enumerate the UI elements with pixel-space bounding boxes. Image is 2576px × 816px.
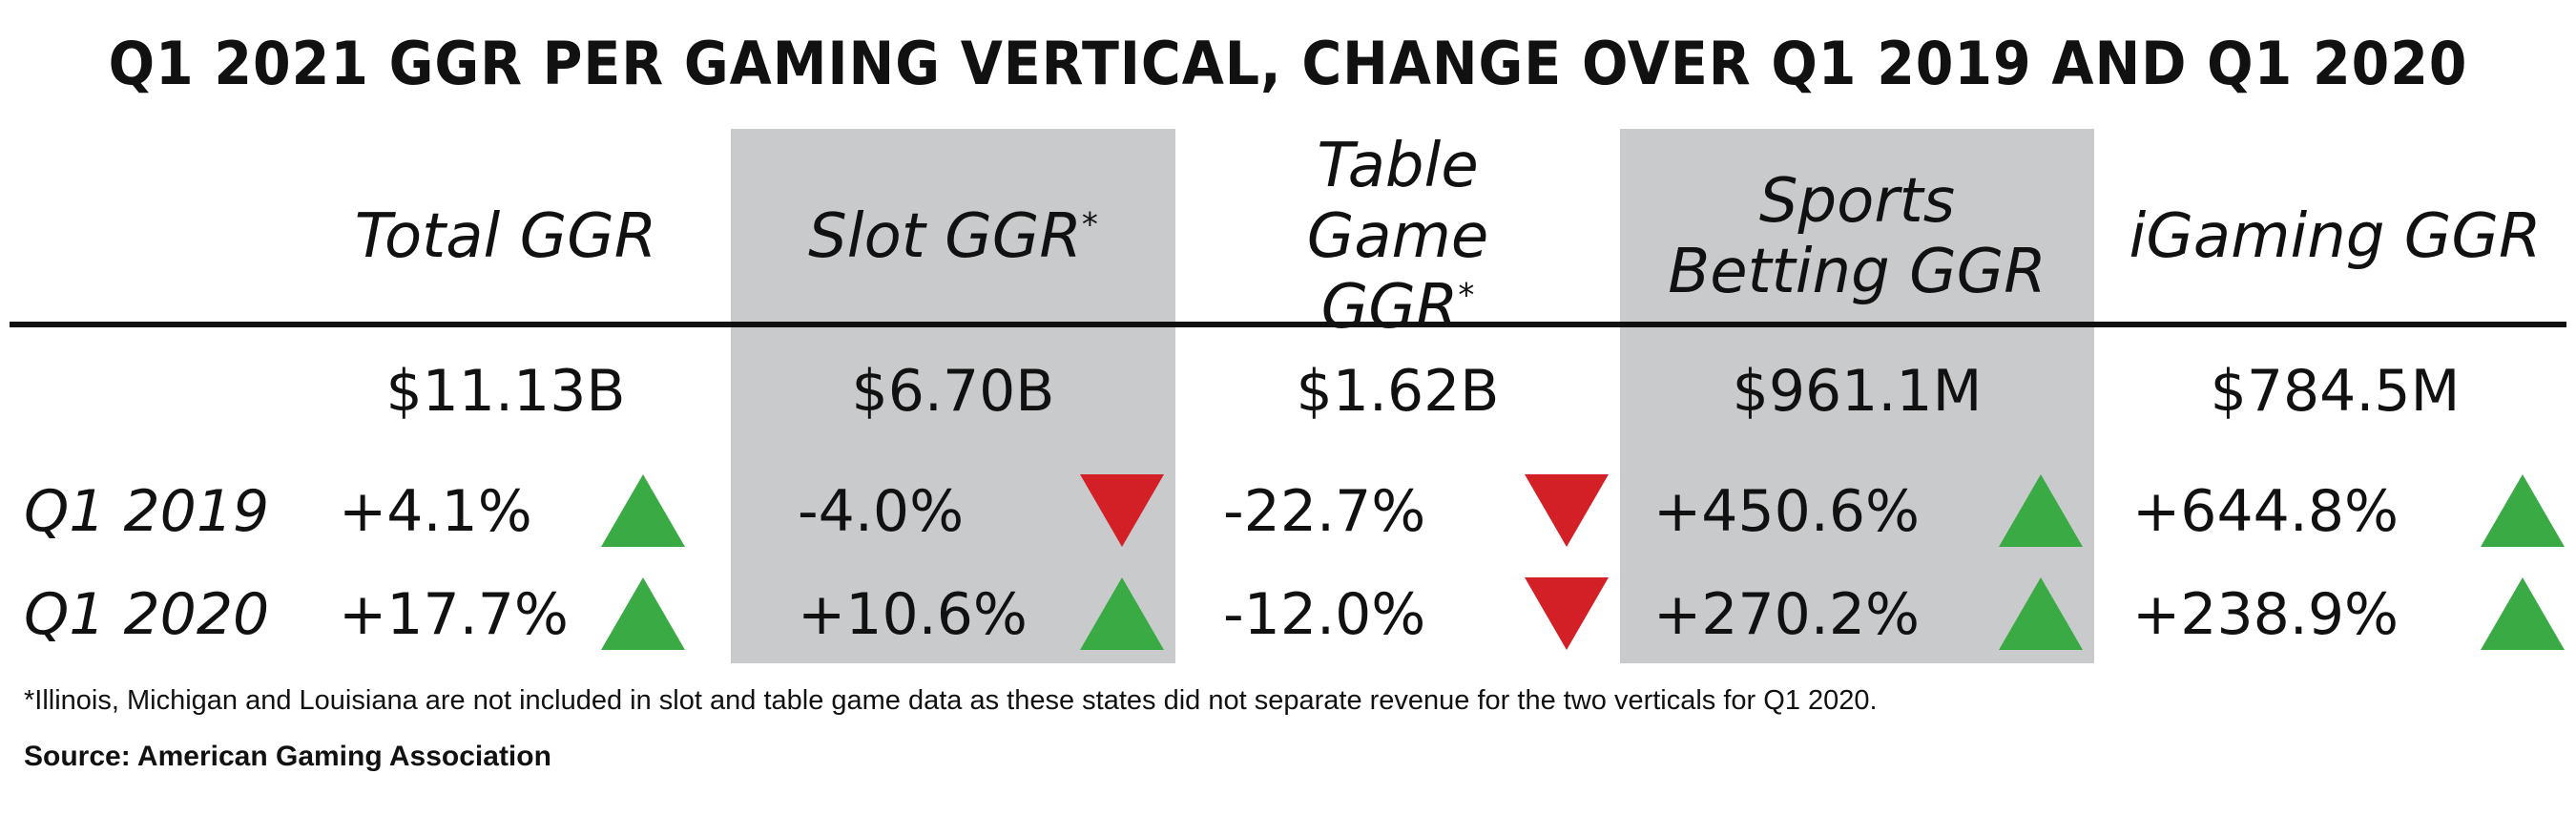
change-value: +4.1%	[339, 478, 532, 545]
row-label: Q1 2020	[24, 581, 270, 648]
column-header-label: Table Game GGR	[1306, 130, 1489, 343]
total-value: $11.13B	[385, 358, 626, 425]
triangle-up-icon	[601, 474, 685, 547]
total-value: $961.1M	[1732, 358, 1983, 425]
change-value: -12.0%	[1223, 581, 1426, 648]
change-value: +238.9%	[2132, 581, 2399, 648]
change-direction-mark	[1999, 577, 2083, 650]
column-band	[731, 129, 1175, 663]
change-direction-mark	[1080, 577, 1164, 650]
triangle-down-icon	[1525, 474, 1609, 547]
footnote-marker: *	[1081, 205, 1098, 244]
footnote-marker: *	[1458, 276, 1475, 315]
column-header: Slot GGR*	[731, 153, 1175, 320]
triangle-down-icon	[1080, 474, 1164, 547]
change-value: -4.0%	[798, 478, 965, 545]
column-header-label: iGaming GGR	[2129, 200, 2542, 272]
change-value: +10.6%	[798, 581, 1028, 648]
column-header-label: Slot GGR	[808, 200, 1082, 272]
change-direction-mark	[1999, 474, 2083, 547]
change-direction-mark	[1525, 474, 1609, 547]
column-header-label: Total GGR	[354, 200, 657, 272]
triangle-down-icon	[1525, 577, 1609, 650]
total-value: $784.5M	[2210, 358, 2461, 425]
footnote: *Illinois, Michigan and Louisiana are no…	[24, 685, 1878, 716]
column-header: Sports Betting GGR	[1620, 153, 2094, 320]
column-header: iGaming GGR	[2094, 153, 2576, 320]
change-direction-mark	[2481, 474, 2565, 547]
change-value: +450.6%	[1653, 478, 1921, 545]
change-direction-mark	[1525, 577, 1609, 650]
column-band	[1620, 129, 2094, 663]
column-header: Total GGR	[315, 153, 696, 320]
row-label: Q1 2019	[24, 478, 270, 545]
change-direction-mark	[601, 474, 685, 547]
source-credit: Source: American Gaming Association	[24, 741, 551, 772]
change-value: +270.2%	[1653, 581, 1921, 648]
chart-title: Q1 2021 GGR PER GAMING VERTICAL, CHANGE …	[108, 29, 2468, 98]
header-divider	[10, 322, 2566, 327]
change-value: +17.7%	[339, 581, 569, 648]
triangle-up-icon	[2481, 577, 2565, 650]
triangle-up-icon	[1080, 577, 1164, 650]
column-header: Table Game GGR*	[1175, 131, 1620, 343]
triangle-up-icon	[1999, 577, 2083, 650]
change-value: +644.8%	[2132, 478, 2399, 545]
triangle-up-icon	[2481, 474, 2565, 547]
change-direction-mark	[601, 577, 685, 650]
change-direction-mark	[2481, 577, 2565, 650]
total-value: $1.62B	[1296, 358, 1500, 425]
triangle-up-icon	[1999, 474, 2083, 547]
triangle-up-icon	[601, 577, 685, 650]
total-value: $6.70B	[851, 358, 1055, 425]
change-value: -22.7%	[1223, 478, 1426, 545]
column-header-label: Sports Betting GGR	[1668, 165, 2046, 307]
change-direction-mark	[1080, 474, 1164, 547]
